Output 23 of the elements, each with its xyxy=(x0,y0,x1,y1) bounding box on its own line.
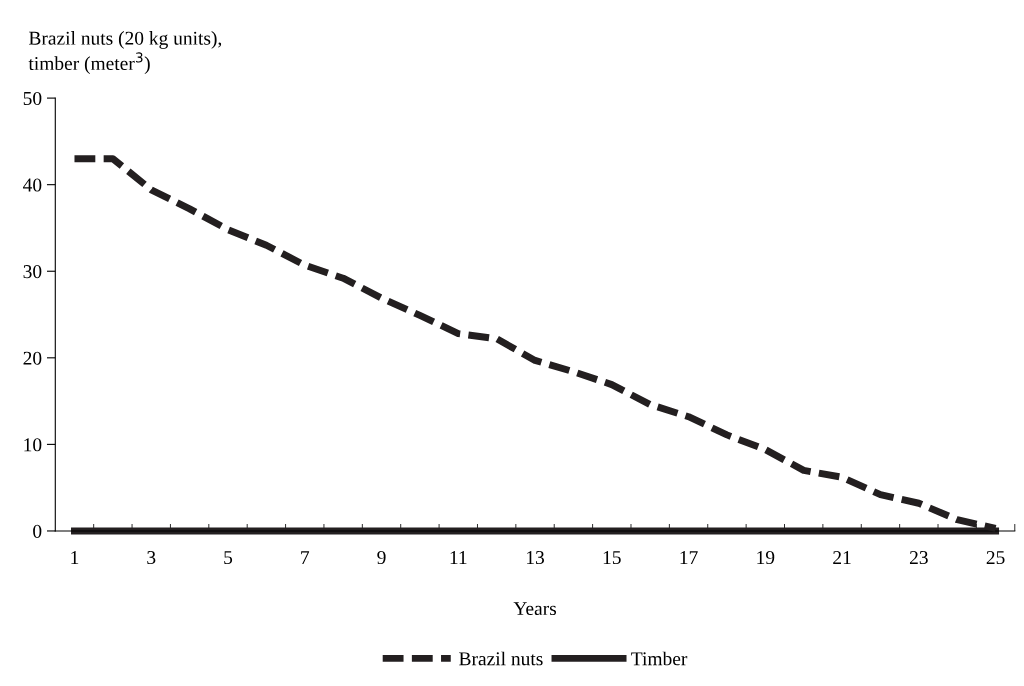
x-tick-label: 1 xyxy=(71,551,79,564)
x-tick-label: 13 xyxy=(527,551,544,565)
legend-label: Brazil nuts xyxy=(459,651,543,666)
y-tick-label: 10 xyxy=(24,438,42,452)
x-tick-label: 5 xyxy=(224,551,233,565)
x-tick-label: 23 xyxy=(909,551,928,565)
x-tick-label: 3 xyxy=(147,551,156,565)
x-tick-label: 17 xyxy=(680,551,698,564)
x-tick-label: 21 xyxy=(833,551,851,564)
y-tick-label: 0 xyxy=(33,524,42,538)
x-tick-label: 7 xyxy=(301,551,310,564)
x-tick-label: 19 xyxy=(757,551,775,565)
y-tick-label: 20 xyxy=(23,351,42,365)
y-tick-label: 40 xyxy=(23,178,42,192)
x-tick-label: 11 xyxy=(450,551,467,564)
y-tick-label: 50 xyxy=(23,91,42,106)
y-tick-label: 30 xyxy=(23,265,42,279)
x-tick-label: 15 xyxy=(603,551,621,565)
x-axis-title: Years xyxy=(513,602,557,616)
x-tick-label: 25 xyxy=(986,551,1005,565)
x-tick-label: 9 xyxy=(377,551,386,565)
y-axis-title: Brazil nuts (20 kg units), timber (meter$^{3}$) xyxy=(28,31,222,74)
legend-label: Timber xyxy=(631,651,688,666)
